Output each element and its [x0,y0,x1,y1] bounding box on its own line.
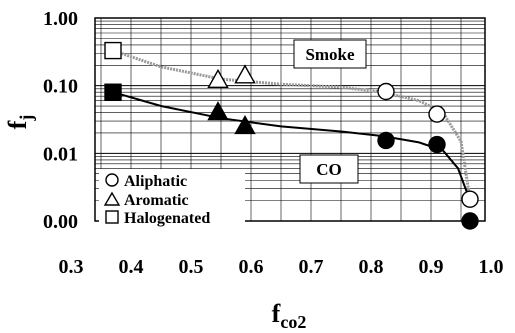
co-point-circle [461,212,479,230]
co-point-circle [377,131,395,150]
co-point-circle [428,135,446,154]
y-tick-label: 0.10 [43,76,78,98]
curve-co [112,91,471,201]
x-tick-label: 1.0 [479,256,504,278]
y-tick-label: 0.01 [43,143,78,165]
x-tick-label: 0.4 [119,256,144,278]
y-axis-title-sub: j [16,115,36,122]
legend-box [99,169,245,229]
x-tick-label: 0.9 [419,256,444,278]
x-tick-label: 0.8 [359,256,384,278]
x-axis-title: fco2 [272,299,307,332]
legend-label-halogenated: Halogenated [124,210,210,227]
smoke-point-triangle [234,64,256,84]
x-tick-label: 0.7 [299,256,324,278]
series-curves [112,49,472,201]
y-axis-title: fj [3,115,36,130]
legend-label-aromatic: Aromatic [124,192,189,209]
annotation-smoke-label: Smoke [305,45,355,64]
annotation-co-label: CO [316,160,342,179]
legend-label-aliphatic: Aliphatic [124,173,187,190]
legend-marker-circle [105,173,119,187]
y-axis-title-main: f [3,120,32,129]
x-axis-title-main: f [272,299,281,328]
series-markers [104,41,479,230]
annotation-co: CO [299,154,359,184]
x-tick-labels: 0.3 0.4 0.5 0.6 0.7 0.8 0.9 1.0 [59,256,504,278]
legend: Aliphatic Aromatic Halogenated [99,169,245,229]
y-tick-label: 0.00 [43,211,78,233]
smoke-point-square [104,41,122,60]
smoke-point-circle [461,190,479,208]
co-point-triangle [207,101,229,121]
co-point-square [104,83,122,101]
smoke-point-circle [428,105,446,123]
x-tick-label: 0.3 [59,256,84,278]
y-tick-label: 1.00 [43,8,78,30]
annotation-smoke-box [293,39,367,69]
legend-marker-square [105,210,119,224]
annotation-smoke: Smoke [293,39,367,69]
plot-frame [94,17,486,222]
x-tick-label: 0.6 [239,256,264,278]
legend-marker-triangle [103,191,121,206]
x-axis-title-sub: co2 [280,312,306,332]
x-tick-label: 0.5 [179,256,204,278]
smoke-point-circle [377,82,395,101]
co-point-triangle [234,114,256,135]
curve-smoke [112,49,472,200]
annotation-co-box [299,154,359,184]
y-tick-labels: 0.00 0.01 0.10 1.00 [43,8,78,233]
smoke-point-triangle [207,68,229,89]
